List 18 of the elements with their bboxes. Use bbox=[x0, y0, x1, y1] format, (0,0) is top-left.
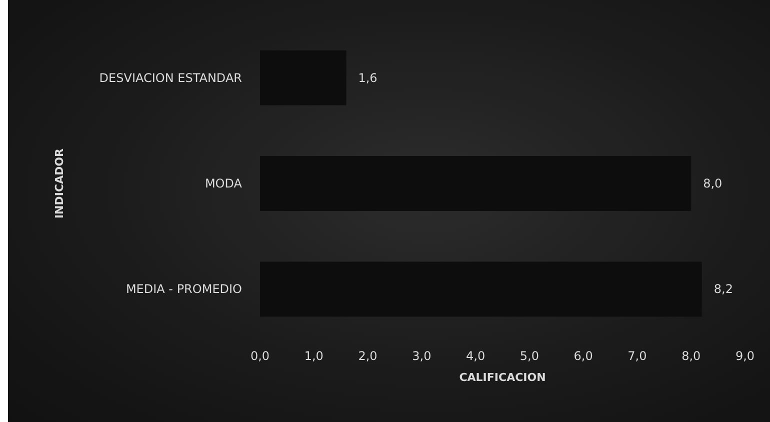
x-tick-label: 2,0 bbox=[358, 349, 378, 363]
x-tick-label: 7,0 bbox=[628, 349, 647, 363]
y-tick-label: DESVIACION ESTANDAR bbox=[99, 70, 242, 85]
x-tick-label: 4,0 bbox=[466, 349, 486, 363]
data-label: 8,2 bbox=[714, 282, 733, 296]
x-tick-label: 3,0 bbox=[412, 349, 432, 363]
x-axis-title: CALIFICACION bbox=[459, 371, 546, 384]
x-tick-label: 9,0 bbox=[735, 349, 755, 363]
x-tick-label: 0,0 bbox=[250, 349, 270, 363]
data-label: 1,6 bbox=[358, 70, 378, 85]
data-label: 8,0 bbox=[703, 176, 722, 190]
x-tick-label: 1,0 bbox=[304, 349, 324, 363]
y-axis-title: INDICADOR bbox=[53, 148, 66, 219]
y-tick-label: MODA bbox=[204, 176, 243, 190]
x-tick-label: 5,0 bbox=[520, 349, 539, 363]
x-tick-label: 6,0 bbox=[574, 349, 593, 363]
x-tick-label: 8,0 bbox=[682, 349, 701, 363]
y-tick-label: MEDIA - PROMEDIO bbox=[126, 282, 242, 296]
